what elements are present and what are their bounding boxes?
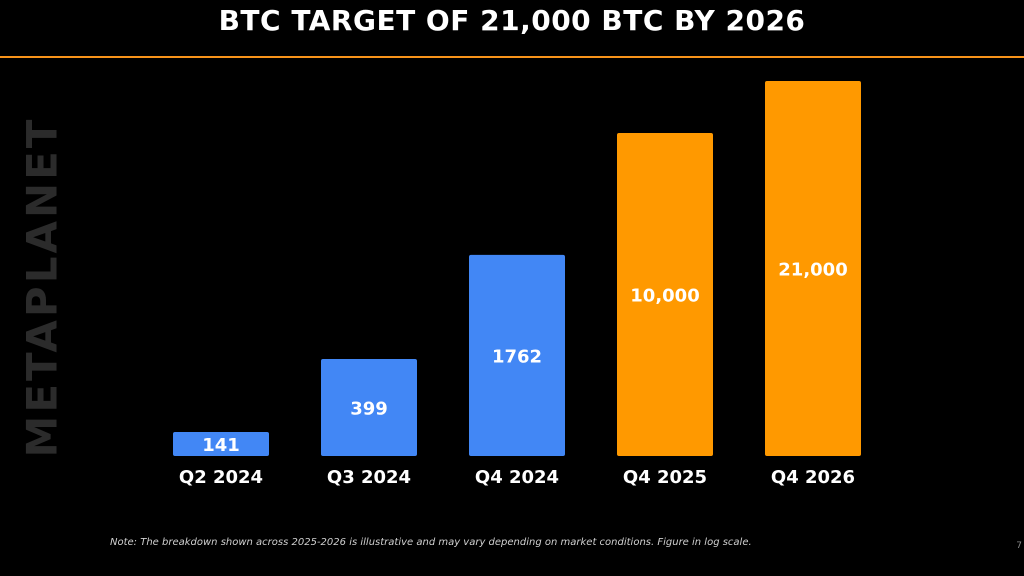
footnote: Note: The breakdown shown across 2025-20…: [110, 537, 752, 548]
category-label: Q4 2025: [623, 467, 707, 488]
slide-title: BTC TARGET OF 21,000 BTC BY 2026: [218, 4, 806, 37]
bar-value-label: 141: [202, 435, 240, 456]
bar-q2-2024: [173, 432, 269, 456]
title-divider: [0, 56, 1024, 58]
bar-q4-2025: [617, 133, 713, 457]
bar-value-label: 10,000: [630, 286, 699, 307]
bar-q4-2024: [469, 254, 565, 456]
bar-q4-2026: [765, 81, 861, 456]
category-label: Q3 2024: [327, 467, 411, 488]
bar-value-label: 399: [350, 399, 388, 420]
bar-value-label: 1762: [492, 346, 542, 367]
page-number: 7: [1016, 541, 1022, 551]
category-label: Q2 2024: [179, 467, 263, 488]
bar-q3-2024: [321, 359, 417, 456]
category-label: Q4 2024: [475, 467, 559, 488]
bar-value-label: 21,000: [778, 260, 847, 281]
category-label: Q4 2026: [771, 467, 855, 488]
